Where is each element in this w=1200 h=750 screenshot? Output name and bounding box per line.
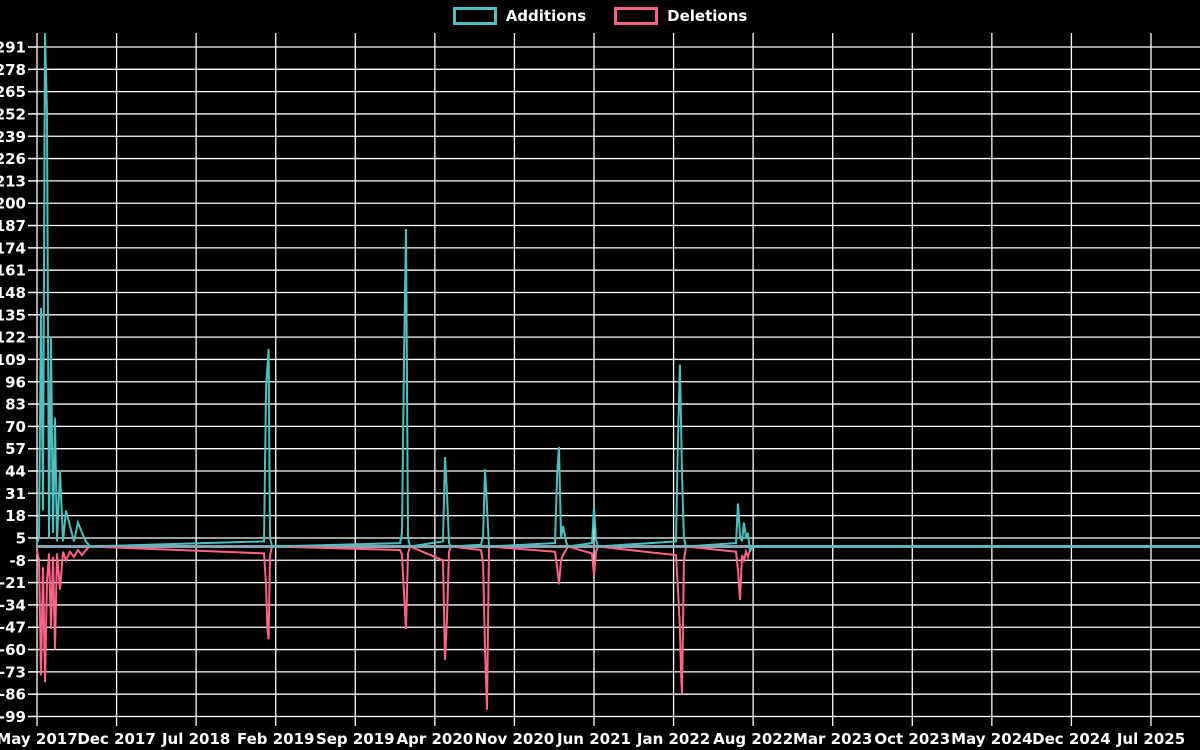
y-axis-label: 96 <box>5 373 26 391</box>
y-axis-label: -21 <box>0 574 26 592</box>
y-axis-label: 135 <box>0 306 26 324</box>
x-gridlines <box>36 33 1152 726</box>
x-axis-label: Sep 2019 <box>316 730 395 748</box>
y-axis-label: 174 <box>0 239 26 257</box>
y-axis-label: 5 <box>16 529 26 547</box>
y-axis-label: 18 <box>5 507 26 525</box>
y-axis-label: -86 <box>0 686 26 704</box>
x-axis-label: Apr 2020 <box>396 730 473 748</box>
y-axis-label: -8 <box>9 552 26 570</box>
x-axis-label: Jul 2018 <box>161 730 230 748</box>
y-tick-marks <box>28 46 37 718</box>
x-axis-label: Nov 2020 <box>475 730 555 748</box>
y-axis-label: 187 <box>0 217 26 235</box>
deletions-swatch <box>614 7 659 25</box>
y-axis-label: 57 <box>5 440 26 458</box>
y-axis-label: 109 <box>0 351 26 369</box>
y-axis-label: -47 <box>0 619 26 637</box>
y-axis-label: -73 <box>0 663 26 681</box>
y-axis-label: -60 <box>0 641 26 659</box>
y-axis-label: 252 <box>0 105 26 123</box>
y-axis-label: 226 <box>0 150 26 168</box>
y-axis-label: 265 <box>0 83 26 101</box>
x-axis-label: Jan 2022 <box>636 730 710 748</box>
y-axis-label: 44 <box>5 463 26 481</box>
deletions-line <box>36 545 1200 710</box>
y-axis-label: 70 <box>5 418 26 436</box>
y-axis-label: 83 <box>5 396 26 414</box>
y-axis-label: 291 <box>0 39 26 57</box>
x-axis-label: Oct 2023 <box>874 730 950 748</box>
x-axis-label: May 2024 <box>951 730 1032 748</box>
y-axis-label: 122 <box>0 329 26 347</box>
x-axis-label: Jun 2021 <box>556 730 631 748</box>
x-axis-label: Dec 2024 <box>1032 730 1111 748</box>
y-axis-label: 200 <box>0 195 26 213</box>
x-axis-label: Dec 2017 <box>77 730 156 748</box>
y-axis-label: 239 <box>0 128 26 146</box>
y-axis-label: -34 <box>0 596 26 614</box>
y-axis-label: 31 <box>5 485 26 503</box>
x-axis-label: May 2017 <box>0 730 78 748</box>
y-axis-label: 161 <box>0 262 26 280</box>
additions-legend-label: Additions <box>505 7 587 25</box>
x-axis-label: Jul 2025 <box>1116 730 1185 748</box>
legend-item-additions[interactable]: Additions <box>452 7 587 25</box>
x-axis-label: Mar 2023 <box>793 730 872 748</box>
additions-swatch <box>452 7 497 25</box>
y-axis-label: 148 <box>0 284 26 302</box>
chart-legend: Additions Deletions <box>0 7 1200 25</box>
x-axis-label: Feb 2019 <box>237 730 315 748</box>
x-axis-labels: May 2017 Dec 2017 Jul 2018 Feb 2019 Sep 2019… <box>0 730 1185 748</box>
deletions-legend-label: Deletions <box>667 7 748 25</box>
x-axis-label: Aug 2022 <box>713 730 793 748</box>
y-axis-label: -99 <box>0 708 26 726</box>
y-axis-label: 213 <box>0 172 26 190</box>
legend-item-deletions[interactable]: Deletions <box>614 7 747 25</box>
additions-line <box>36 33 1200 553</box>
y-gridlines <box>37 46 1200 718</box>
y-axis-labels: 291 278 265 252 239 226 213 200 187 174 161 148 135 1… <box>0 39 26 727</box>
y-axis-label: 278 <box>0 61 26 79</box>
